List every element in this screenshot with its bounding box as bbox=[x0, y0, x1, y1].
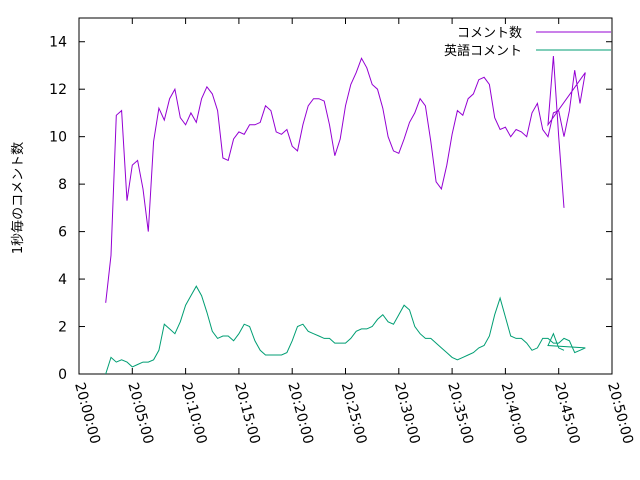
y-tick-label: 8 bbox=[58, 177, 67, 193]
legend-label: 英語コメント bbox=[444, 43, 522, 59]
y-tick-label: 10 bbox=[49, 130, 67, 146]
y-tick-label: 12 bbox=[49, 82, 67, 98]
y-axis-ticks: 0 2 4 6 8 10 12 14 bbox=[49, 35, 612, 383]
y-tick-label: 4 bbox=[58, 272, 67, 288]
y-tick-label: 0 bbox=[58, 367, 67, 383]
legend-label: コメント数 bbox=[457, 26, 522, 41]
y-tick-label: 6 bbox=[58, 225, 67, 241]
y-tick-label: 2 bbox=[58, 320, 67, 336]
y-tick-label: 14 bbox=[49, 35, 67, 51]
y-axis-label: 1秒毎のコメント数 bbox=[10, 142, 26, 254]
series-lines bbox=[105, 55, 586, 375]
